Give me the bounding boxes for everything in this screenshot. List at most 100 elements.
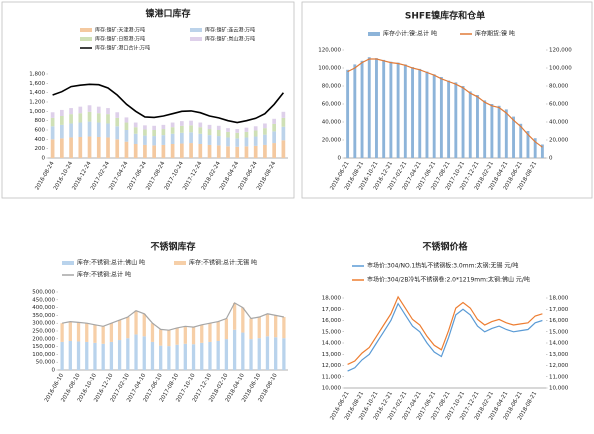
bar <box>50 117 55 127</box>
bar <box>96 113 101 123</box>
bar <box>519 123 523 158</box>
bar <box>476 95 479 158</box>
bar <box>198 127 203 134</box>
y2-tick-label: 17,000 <box>549 307 569 313</box>
bar <box>115 112 120 118</box>
legend-label: 库存:不锈钢:总计:佛山 吨 <box>77 259 145 267</box>
bar <box>235 138 240 147</box>
y-tick-label: 13,000 <box>322 352 342 358</box>
bar <box>60 124 64 139</box>
bar <box>87 136 92 158</box>
y-tick-label: 500,000 <box>32 290 55 296</box>
bar <box>375 58 378 158</box>
bar <box>244 127 249 132</box>
bar <box>281 111 286 118</box>
y2-tick-label: 60,000 <box>549 102 569 108</box>
bar <box>216 136 221 146</box>
bar <box>101 343 105 370</box>
y-tick-label: 14,000 <box>322 341 342 347</box>
bar <box>353 64 357 158</box>
bar <box>117 340 122 370</box>
legend-swatch <box>62 261 74 265</box>
panel-border <box>1 1 295 199</box>
bar <box>69 123 73 138</box>
bar <box>85 323 89 342</box>
bar <box>150 341 155 370</box>
bar <box>60 323 64 342</box>
x-tick-label: 2017-08-24 <box>145 160 166 191</box>
bar <box>78 122 83 137</box>
bar <box>60 138 64 158</box>
bar <box>50 126 55 140</box>
y-tick-label: 40,000 <box>322 120 342 126</box>
bar <box>133 144 138 158</box>
legend-swatch <box>368 32 380 36</box>
bar <box>106 108 110 115</box>
bar <box>235 146 240 158</box>
bar <box>152 136 156 146</box>
bar <box>207 144 212 158</box>
line-series <box>347 295 543 365</box>
bar <box>78 137 83 158</box>
x-tick-label: 2016-08-24 <box>34 160 55 191</box>
bar <box>216 145 221 158</box>
bar <box>208 341 212 370</box>
bar <box>117 320 122 341</box>
bar <box>263 144 267 158</box>
y-tick-label: 300,000 <box>32 321 55 327</box>
y-tick-label: 200,000 <box>32 336 55 342</box>
bar <box>504 109 508 158</box>
bar <box>490 104 494 158</box>
legend-label: 库存:镍矿:岚山港:万吨 <box>205 36 255 43</box>
legend-swatch <box>174 261 186 265</box>
bar <box>540 144 544 158</box>
bar <box>126 338 130 370</box>
bar <box>68 321 72 341</box>
y2-tick-label: 18,000 <box>549 296 569 302</box>
bar <box>170 133 175 144</box>
bar <box>134 334 138 370</box>
y-tick-label: 60,000 <box>322 102 342 108</box>
bar <box>253 130 258 137</box>
bar <box>143 135 147 145</box>
bar <box>142 313 146 337</box>
bar <box>68 340 72 370</box>
bar <box>143 125 147 130</box>
y-tick-label: 12,000 <box>322 363 342 369</box>
bar <box>207 135 212 145</box>
bar <box>78 113 83 123</box>
x-tick-label: 2017-06-24 <box>127 160 148 191</box>
bar <box>69 137 73 158</box>
legend-label: 库存:不锈钢:总计 吨 <box>77 271 131 279</box>
y-tick-label: 450,000 <box>32 297 55 303</box>
bar <box>274 315 278 338</box>
bar <box>93 342 97 370</box>
bar <box>272 123 276 132</box>
chart-title: 镍港口库存 <box>145 8 190 20</box>
legend-swatch <box>190 37 202 41</box>
y2-tick-label: 40,000 <box>549 120 569 126</box>
bar <box>226 146 230 158</box>
bar <box>346 69 350 158</box>
bar <box>249 318 253 340</box>
legend-label: 市场价:304/NO.1热轧不锈钢板:3.0mm:太钢:无锡 元/吨 <box>367 262 518 270</box>
x-tick-label: 2017-04-24 <box>108 160 129 191</box>
legend-swatch <box>190 28 202 32</box>
bar <box>133 133 138 144</box>
bar <box>263 134 267 145</box>
y-tick-label: 400 <box>35 137 46 143</box>
bar <box>533 138 537 158</box>
bar <box>232 302 237 330</box>
bar <box>175 344 179 370</box>
bar <box>216 130 221 137</box>
bar <box>216 125 221 130</box>
bar <box>142 336 146 370</box>
bar <box>282 316 286 339</box>
bar <box>447 80 451 158</box>
bar <box>161 135 166 145</box>
bar <box>224 339 229 370</box>
legend-label: 库存:镍矿:连云港:万吨 <box>205 27 255 34</box>
y-tick-label: 15,000 <box>322 329 342 335</box>
bar <box>170 122 175 128</box>
